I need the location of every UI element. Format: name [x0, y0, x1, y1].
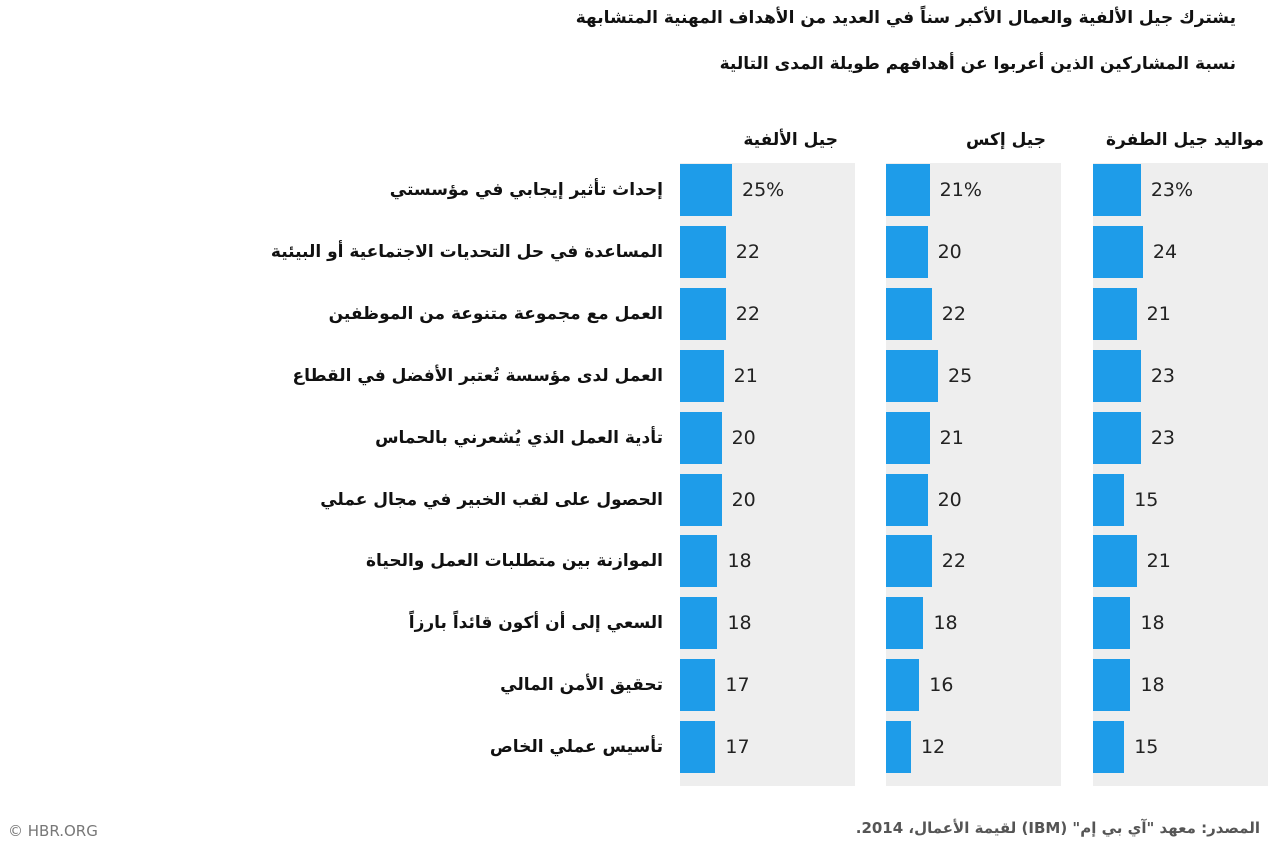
- value-label-gen-x: 16: [929, 674, 954, 697]
- bar-boomers: [1093, 659, 1131, 712]
- value-label-millennials: 17: [725, 736, 750, 759]
- value-label-boomers: 23%: [1150, 179, 1194, 201]
- hbr-credit: © HBR.ORG: [8, 822, 98, 840]
- value-label-gen-x: 22: [941, 302, 966, 325]
- category-label: المساعدة في حل التحديات الاجتماعية أو ال…: [270, 241, 663, 262]
- bar-boomers: [1093, 473, 1125, 526]
- bar-boomers: [1093, 411, 1141, 464]
- category-label: السعي إلى أن أكون قائداً بارزاً: [408, 613, 663, 634]
- value-label-gen-x: 21: [939, 426, 964, 449]
- value-label-boomers: 23: [1150, 364, 1176, 387]
- value-label-millennials: 20: [731, 488, 756, 511]
- category-label: الموازنة بين متطلبات العمل والحياة: [365, 551, 663, 572]
- series-header-gen-x: جيل إكس: [965, 130, 1046, 150]
- chart-subtitle: نسبة المشاركين الذين أعربوا عن أهدافهم ط…: [719, 54, 1236, 74]
- bar-boomers: [1093, 287, 1137, 340]
- bar-boomers: [1093, 349, 1141, 402]
- value-label-gen-x: 12: [920, 736, 946, 759]
- value-label-boomers: 15: [1134, 736, 1159, 759]
- value-label-millennials: 21: [733, 364, 758, 387]
- bar-millennials: [680, 721, 716, 774]
- value-label-millennials: 18: [727, 612, 752, 635]
- value-label-boomers: 21: [1146, 302, 1171, 325]
- bar-millennials: [680, 225, 726, 278]
- value-label-boomers: 21: [1146, 550, 1171, 573]
- value-label-gen-x: 18: [933, 612, 958, 635]
- bar-boomers: [1093, 225, 1143, 278]
- bar-gen-x: [886, 535, 932, 588]
- value-label-millennials: 22: [735, 302, 760, 325]
- value-label-boomers: 23: [1150, 426, 1176, 449]
- bar-gen-x: [886, 473, 928, 526]
- bar-gen-x: [886, 411, 930, 464]
- bar-gen-x: [886, 287, 932, 340]
- category-label: تحقيق الأمن المالي: [500, 675, 663, 696]
- bar-gen-x: [886, 597, 924, 650]
- category-label: تأسيس عملي الخاص: [489, 737, 663, 758]
- bar-boomers: [1093, 721, 1125, 774]
- value-label-millennials: 25%: [742, 179, 785, 201]
- value-label-gen-x: 22: [941, 550, 966, 573]
- bar-gen-x: [886, 225, 928, 278]
- value-label-millennials: 17: [725, 674, 750, 697]
- value-label-gen-x: 21%: [939, 179, 982, 201]
- value-label-boomers: 18: [1140, 674, 1165, 697]
- value-label-millennials: 22: [735, 240, 760, 263]
- bar-gen-x: [886, 349, 938, 402]
- chart-title: يشترك جيل الألفية والعمال الأكبر سناً في…: [575, 8, 1236, 28]
- value-label-boomers: 24: [1152, 240, 1178, 263]
- value-label-boomers: 15: [1134, 488, 1159, 511]
- bar-boomers: [1093, 535, 1137, 588]
- source-note: المصدر: معهد "آي بي إم" (IBM) لقيمة الأع…: [855, 819, 1260, 837]
- category-label: العمل مع مجموعة متنوعة من الموظفين: [328, 303, 663, 324]
- bar-millennials: [680, 287, 726, 340]
- category-label: الحصول على لقب الخبير في مجال عملي: [320, 489, 663, 510]
- bar-boomers: [1093, 597, 1131, 650]
- value-label-gen-x: 25: [948, 364, 973, 387]
- bar-millennials: [680, 535, 718, 588]
- value-label-boomers: 18: [1140, 612, 1165, 635]
- bar-millennials: [680, 411, 722, 464]
- bar-millennials: [680, 164, 732, 216]
- bar-boomers: [1093, 164, 1141, 216]
- value-label-gen-x: 20: [937, 488, 962, 511]
- bar-millennials: [680, 597, 718, 650]
- bar-gen-x: [886, 164, 930, 216]
- series-header-millennials: جيل الألفية: [743, 130, 838, 150]
- bar-millennials: [680, 659, 716, 712]
- bar-gen-x: [886, 659, 920, 712]
- bar-gen-x: [886, 721, 911, 774]
- series-header-boomers: مواليد جيل الطفرة: [1106, 130, 1264, 150]
- category-label: العمل لدى مؤسسة تُعتبر الأفضل في القطاع: [292, 365, 664, 386]
- bar-millennials: [680, 349, 724, 402]
- value-label-gen-x: 20: [937, 240, 962, 263]
- value-label-millennials: 20: [731, 426, 756, 449]
- category-label: إحداث تأثير إيجابي في مؤسستي: [389, 180, 663, 200]
- value-label-millennials: 18: [727, 550, 752, 573]
- bar-millennials: [680, 473, 722, 526]
- category-label: تأدية العمل الذي يُشعرني بالحماس: [375, 427, 663, 448]
